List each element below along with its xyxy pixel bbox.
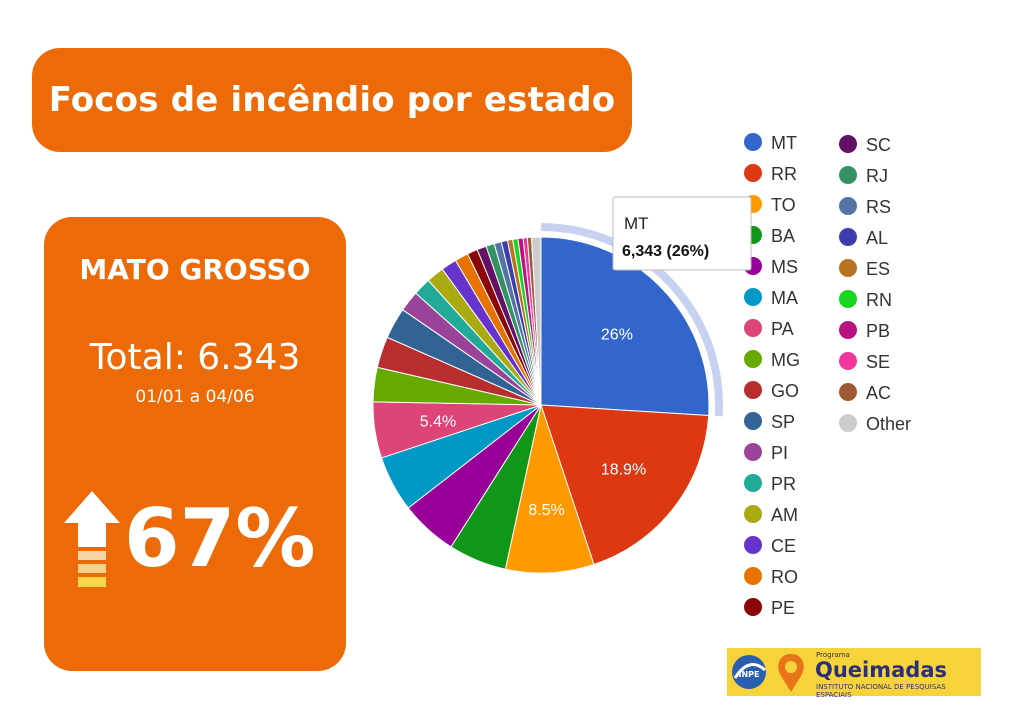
- total-count: Total: 6.343: [89, 337, 301, 378]
- legend-label-ms[interactable]: MS: [771, 257, 798, 277]
- legend-swatch-ac: [839, 383, 857, 401]
- legend-label-am[interactable]: AM: [771, 505, 798, 525]
- legend-swatch-pa: [744, 319, 762, 337]
- legend-label-mt[interactable]: MT: [771, 133, 797, 153]
- legend-label-pr[interactable]: PR: [771, 474, 796, 494]
- legend-label-rj[interactable]: RJ: [866, 166, 888, 186]
- legend-label-rs[interactable]: RS: [866, 197, 891, 217]
- page-title: Focos de incêndio por estado: [48, 80, 616, 120]
- legend-label-es[interactable]: ES: [866, 259, 890, 279]
- legend-label-ro[interactable]: RO: [771, 567, 798, 587]
- slice-label-mt: 26%: [601, 327, 633, 344]
- legend-label-ba[interactable]: BA: [771, 226, 795, 246]
- logo-name: Queimadas: [815, 658, 947, 682]
- legend-label-ac[interactable]: AC: [866, 383, 891, 403]
- legend-swatch-pi: [744, 443, 762, 461]
- legend-swatch-pr: [744, 474, 762, 492]
- legend-swatch-al: [839, 228, 857, 246]
- change-percent: 67%: [124, 492, 316, 585]
- legend-label-pa[interactable]: PA: [771, 319, 794, 339]
- legend-swatch-rj: [839, 166, 857, 184]
- pie-chart: 26% 18.9% 8.5% 5.4% MT RR TO BA MS MA PA MG GO SP PI PR…: [372, 133, 911, 618]
- legend-label-rn[interactable]: RN: [866, 290, 892, 310]
- tooltip-box: [612, 196, 752, 271]
- increase-arrow-icon: [64, 491, 120, 587]
- legend-swatch-other: [839, 414, 857, 432]
- legend-label-pe[interactable]: PE: [771, 598, 795, 618]
- legend-swatch-rs: [839, 197, 857, 215]
- logo-subtitle: INSTITUTO NACIONAL DE PESQUISAS ESPACIAI…: [816, 683, 946, 699]
- legend-swatch-mg: [744, 350, 762, 368]
- legend-label-pi[interactable]: PI: [771, 443, 788, 463]
- legend-label-se[interactable]: SE: [866, 352, 890, 372]
- legend-swatch-mt: [744, 133, 762, 151]
- legend-swatch-ro: [744, 567, 762, 585]
- tooltip-value: 6,343 (26%): [622, 243, 709, 260]
- legend-swatch-se: [839, 352, 857, 370]
- legend-label-al[interactable]: AL: [866, 228, 888, 248]
- legend-swatch-ce: [744, 536, 762, 554]
- legend-swatch-ma: [744, 288, 762, 306]
- tooltip-label: MT: [624, 214, 649, 233]
- pie-slice-mt[interactable]: [540, 236, 710, 417]
- legend-swatch-pb: [839, 321, 857, 339]
- legend-label-other[interactable]: Other: [866, 414, 911, 434]
- legend-label-ce[interactable]: CE: [771, 536, 796, 556]
- legend-label-sp[interactable]: SP: [771, 412, 795, 432]
- inpe-mark-text: INPE: [739, 670, 760, 679]
- legend-label-mg[interactable]: MG: [771, 350, 800, 370]
- queimadas-logo: INPE Programa Queimadas INSTITUTO NACION…: [727, 648, 981, 699]
- legend-swatch-am: [744, 505, 762, 523]
- legend-swatch-rn: [839, 290, 857, 308]
- logo-program: Programa: [816, 651, 850, 659]
- legend-swatch-pe: [744, 598, 762, 616]
- legend-swatch-sp: [744, 412, 762, 430]
- pie-slice-to[interactable]: [504, 403, 595, 574]
- state-name: MATO GROSSO: [79, 253, 311, 286]
- legend-swatch-rr: [744, 164, 762, 182]
- legend-label-go[interactable]: GO: [771, 381, 799, 401]
- slice-label-to: 8.5%: [528, 502, 564, 519]
- legend-label-ma[interactable]: MA: [771, 288, 798, 308]
- date-range: 01/01 a 04/06: [135, 387, 255, 407]
- slice-label-rr: 18.9%: [601, 462, 646, 479]
- pie-slice-other[interactable]: [530, 236, 542, 406]
- legend-swatch-go: [744, 381, 762, 399]
- pie-slice-rr[interactable]: [540, 404, 710, 566]
- legend-label-rr[interactable]: RR: [771, 164, 797, 184]
- inpe-logo-icon: INPE: [732, 654, 804, 692]
- legend-swatch-es: [839, 259, 857, 277]
- state-card: MATO GROSSO Total: 6.343 01/01 a 04/06 6…: [44, 217, 346, 671]
- legend-label-pb[interactable]: PB: [866, 321, 890, 341]
- title-banner: Focos de incêndio por estado: [32, 48, 632, 152]
- legend-swatch-sc: [839, 135, 857, 153]
- slice-label-pa: 5.4%: [420, 414, 456, 431]
- legend-label-to[interactable]: TO: [771, 195, 796, 215]
- legend-label-sc[interactable]: SC: [866, 135, 891, 155]
